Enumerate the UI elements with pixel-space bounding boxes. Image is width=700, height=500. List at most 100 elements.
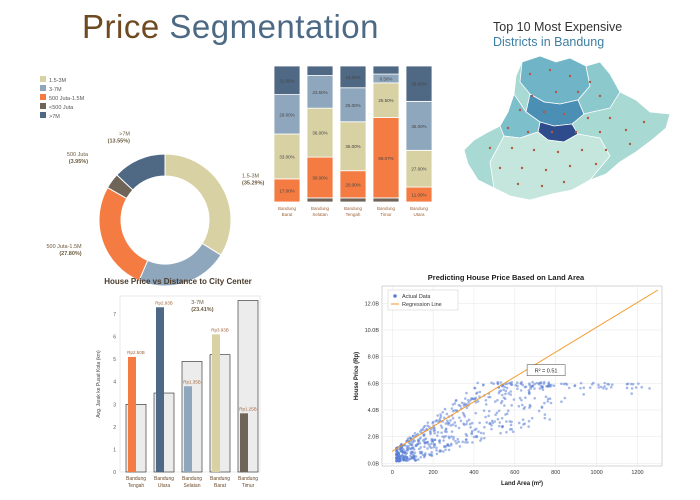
scatter-point <box>450 430 454 433</box>
map-district-dot <box>556 150 560 154</box>
scatter-point <box>395 449 399 453</box>
scatter-point <box>463 415 467 418</box>
scatter-point <box>450 407 454 410</box>
scatter-point <box>483 425 486 429</box>
scatter-point <box>560 400 563 404</box>
scatter-point <box>442 445 446 448</box>
scatter-point <box>529 404 532 408</box>
scatter-point <box>567 386 571 390</box>
scatter-point <box>582 386 586 390</box>
scatter-point <box>527 419 531 423</box>
scatter-point <box>597 386 601 389</box>
scatter-point <box>540 405 544 409</box>
scatter-point <box>541 388 545 391</box>
scatter-point <box>409 436 413 440</box>
scatter-point <box>419 446 423 449</box>
scatter-point <box>490 424 493 427</box>
distance-chart-distance-bar <box>240 413 248 472</box>
scatter-point <box>465 420 469 423</box>
map-district-dot <box>604 148 608 152</box>
title-word-segmentation: Segmentation <box>169 8 379 45</box>
donut-legend-label: 1.5-3M <box>49 78 67 84</box>
scatter-point <box>490 427 493 431</box>
scatter-point <box>537 382 541 386</box>
scatter-point <box>503 404 506 407</box>
map-district-dot <box>548 68 552 72</box>
scatter-point <box>427 443 431 446</box>
scatter-point <box>487 414 490 418</box>
scatter-point <box>441 410 445 414</box>
scatter-point <box>599 385 603 389</box>
scatter-point <box>416 432 419 436</box>
map-district-dot <box>516 182 520 186</box>
scatter-ytick: 8.0B <box>368 355 380 361</box>
map-district-dot <box>594 162 598 166</box>
scatter-xlabel: Land Area (m²) <box>501 480 543 487</box>
distance-chart-price-label: Rp1.35B <box>183 379 201 384</box>
scatter-point <box>428 430 432 433</box>
scatter-point <box>478 395 481 398</box>
scatter-point <box>473 386 476 390</box>
map-district-dot <box>488 146 492 150</box>
scatter-point <box>496 398 499 402</box>
map-district-dot <box>628 142 632 146</box>
scatter-point <box>423 445 426 448</box>
scatter-point <box>458 445 462 448</box>
scatter-point <box>469 426 472 429</box>
scatter-point <box>498 421 502 424</box>
scatter-point <box>410 446 414 450</box>
scatter-point <box>519 426 523 429</box>
scatter-point <box>427 425 431 429</box>
scatter-point <box>484 415 487 419</box>
scatter-point <box>603 381 606 385</box>
scatter-point <box>406 449 410 452</box>
scatter-r2-box <box>526 364 566 376</box>
stacked-bar-category-label: Tengah <box>346 212 361 217</box>
map-district-dot <box>510 146 514 150</box>
distance-chart-ylabel: Avg. Jarak ke Pusat Kota (km) <box>96 350 102 418</box>
scatter-point <box>503 385 507 389</box>
scatter-point <box>436 431 440 434</box>
scatter-point <box>473 397 476 401</box>
scatter-point <box>510 404 513 407</box>
scatter-point <box>462 402 466 405</box>
scatter-xtick: 0 <box>391 470 394 476</box>
scatter-point <box>546 397 550 401</box>
scatter-point <box>453 409 457 412</box>
scatter-point <box>465 422 468 426</box>
donut-slice <box>98 186 149 282</box>
scatter-point <box>543 416 547 420</box>
scatter-point <box>437 439 441 443</box>
scatter-point <box>634 386 638 389</box>
scatter-point <box>485 421 489 424</box>
scatter-point <box>429 446 433 450</box>
scatter-point <box>452 437 455 441</box>
scatter-point <box>464 440 467 444</box>
donut-legend-label: >7M <box>49 114 60 120</box>
scatter-point <box>521 418 525 422</box>
bandung-district-map <box>463 55 671 201</box>
scatter-point <box>466 441 469 444</box>
scatter-point <box>421 428 425 431</box>
scatter-point <box>482 383 485 387</box>
scatter-point <box>470 397 473 400</box>
scatter-point <box>458 416 461 419</box>
scatter-point <box>465 438 468 441</box>
map-title-line1: Top 10 Most Expensive <box>493 20 623 34</box>
scatter-point <box>426 421 430 424</box>
scatter-point <box>478 421 481 425</box>
distance-chart-price-label: Rp1.25B <box>239 406 257 411</box>
donut-slice-percent: (27.80%) <box>59 251 81 257</box>
stacked-bar-segment <box>306 107 334 158</box>
stacked-bar-segment-label: 27.00% <box>411 167 426 172</box>
scatter-point <box>640 385 644 389</box>
scatter-point <box>484 399 488 402</box>
map-title-line2: Districts in Bandung <box>493 35 605 49</box>
scatter-point <box>499 431 502 435</box>
scatter-point <box>449 424 453 427</box>
distance-chart-xtick: Barat <box>214 483 227 489</box>
scatter-point <box>523 422 526 425</box>
scatter-point <box>500 393 504 397</box>
scatter-point <box>520 403 524 407</box>
donut-legend-label: 500 Juta-1.5M <box>49 96 85 102</box>
